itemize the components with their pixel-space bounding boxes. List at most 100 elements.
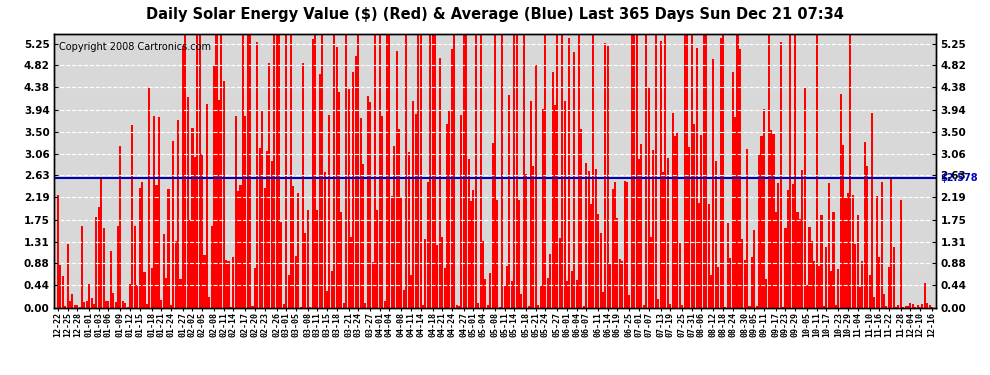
Bar — [417, 34, 419, 308]
Bar — [221, 34, 223, 308]
Bar — [931, 307, 933, 308]
Bar — [730, 258, 732, 308]
Bar — [465, 34, 467, 308]
Bar — [338, 92, 340, 308]
Bar — [57, 195, 59, 308]
Bar — [148, 88, 150, 308]
Bar — [652, 150, 654, 308]
Bar — [144, 272, 146, 308]
Bar — [859, 287, 861, 308]
Bar — [408, 152, 410, 308]
Bar — [105, 301, 107, 307]
Bar — [542, 110, 545, 308]
Bar — [160, 300, 162, 307]
Bar — [258, 148, 260, 308]
Bar — [366, 96, 369, 308]
Bar — [312, 39, 314, 308]
Bar — [715, 161, 717, 308]
Bar — [739, 49, 741, 308]
Bar — [734, 117, 737, 308]
Bar — [297, 193, 299, 308]
Bar — [230, 307, 232, 308]
Bar — [725, 307, 727, 308]
Bar — [528, 306, 530, 308]
Bar — [69, 301, 71, 307]
Bar — [929, 305, 931, 308]
Bar — [583, 306, 585, 308]
Bar — [270, 161, 272, 308]
Bar — [506, 266, 508, 308]
Bar — [437, 246, 439, 308]
Bar — [871, 113, 873, 308]
Bar — [204, 255, 206, 308]
Bar — [352, 72, 354, 308]
Bar — [828, 183, 830, 308]
Bar — [671, 112, 673, 308]
Bar — [458, 306, 460, 308]
Bar — [165, 278, 167, 308]
Bar — [268, 63, 270, 308]
Bar — [141, 182, 144, 308]
Bar — [629, 295, 631, 307]
Bar — [612, 189, 614, 308]
Bar — [742, 239, 743, 308]
Bar — [93, 304, 95, 307]
Bar — [797, 212, 799, 308]
Bar — [588, 171, 590, 308]
Bar — [302, 63, 304, 308]
Bar — [448, 111, 450, 308]
Bar — [225, 260, 227, 308]
Bar — [523, 34, 525, 308]
Bar — [878, 257, 880, 307]
Bar — [331, 271, 333, 308]
Bar — [249, 34, 251, 308]
Bar — [304, 233, 306, 308]
Bar — [292, 186, 294, 308]
Bar — [538, 305, 540, 308]
Bar — [842, 145, 844, 308]
Bar — [647, 88, 649, 308]
Bar — [453, 34, 455, 308]
Bar — [705, 34, 707, 308]
Bar — [228, 261, 230, 308]
Bar — [624, 181, 626, 308]
Bar — [679, 243, 681, 308]
Bar — [482, 241, 484, 308]
Bar — [826, 247, 828, 308]
Bar — [926, 303, 929, 307]
Bar — [83, 302, 85, 307]
Bar — [153, 116, 155, 308]
Bar — [489, 273, 491, 308]
Bar — [110, 251, 112, 308]
Bar — [475, 34, 477, 308]
Bar — [413, 100, 415, 308]
Bar — [314, 34, 316, 308]
Bar — [563, 100, 565, 308]
Bar — [444, 268, 446, 308]
Bar — [753, 230, 755, 308]
Bar — [364, 303, 366, 307]
Bar — [132, 125, 134, 308]
Bar — [638, 159, 641, 308]
Bar — [187, 97, 189, 308]
Bar — [346, 34, 347, 308]
Bar — [496, 200, 498, 308]
Bar — [511, 280, 513, 308]
Bar — [157, 117, 160, 308]
Bar — [442, 237, 444, 308]
Bar — [137, 285, 139, 308]
Bar — [558, 238, 561, 308]
Bar — [223, 81, 225, 308]
Bar — [513, 34, 515, 308]
Bar — [261, 111, 263, 308]
Bar — [614, 182, 616, 308]
Bar — [216, 34, 218, 308]
Bar — [237, 191, 240, 308]
Bar — [518, 200, 520, 308]
Bar — [674, 136, 676, 308]
Bar — [861, 261, 863, 308]
Bar — [818, 266, 820, 308]
Bar — [838, 269, 840, 308]
Bar — [501, 34, 503, 308]
Bar — [263, 188, 265, 308]
